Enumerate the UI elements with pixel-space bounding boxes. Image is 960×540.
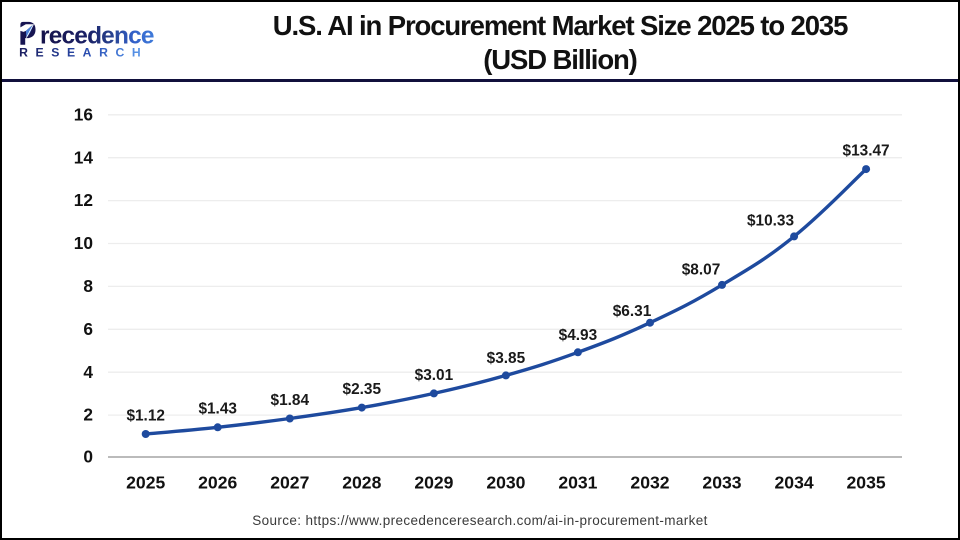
svg-text:$13.47: $13.47 — [843, 143, 890, 160]
svg-text:2029: 2029 — [414, 473, 453, 493]
svg-text:2031: 2031 — [558, 473, 597, 493]
svg-text:0: 0 — [83, 447, 93, 467]
svg-text:$4.93: $4.93 — [559, 327, 598, 344]
svg-text:4: 4 — [83, 362, 93, 382]
svg-text:$2.35: $2.35 — [343, 381, 382, 398]
svg-text:2028: 2028 — [342, 473, 381, 493]
svg-text:2: 2 — [83, 405, 93, 425]
svg-text:2035: 2035 — [847, 473, 886, 493]
svg-text:2034: 2034 — [775, 473, 814, 493]
svg-text:$1.12: $1.12 — [126, 407, 165, 424]
svg-text:$10.33: $10.33 — [747, 213, 794, 230]
svg-text:$8.07: $8.07 — [682, 261, 721, 278]
svg-text:14: 14 — [74, 147, 94, 167]
svg-text:2032: 2032 — [630, 473, 669, 493]
svg-text:RESEARCH: RESEARCH — [19, 46, 148, 60]
svg-text:2033: 2033 — [702, 473, 741, 493]
svg-text:$6.31: $6.31 — [613, 303, 652, 320]
svg-text:16: 16 — [74, 104, 93, 124]
svg-text:12: 12 — [74, 190, 93, 210]
svg-text:2030: 2030 — [486, 473, 525, 493]
svg-text:2025: 2025 — [126, 473, 165, 493]
svg-text:$1.43: $1.43 — [198, 401, 237, 418]
svg-text:6: 6 — [83, 319, 93, 339]
svg-text:2026: 2026 — [198, 473, 237, 493]
svg-text:$1.84: $1.84 — [271, 392, 310, 409]
svg-text:2027: 2027 — [270, 473, 309, 493]
svg-text:$3.85: $3.85 — [487, 350, 526, 367]
svg-text:recedence: recedence — [40, 22, 154, 49]
svg-text:10: 10 — [74, 233, 93, 253]
svg-text:8: 8 — [83, 276, 93, 296]
svg-text:$3.01: $3.01 — [415, 367, 454, 384]
